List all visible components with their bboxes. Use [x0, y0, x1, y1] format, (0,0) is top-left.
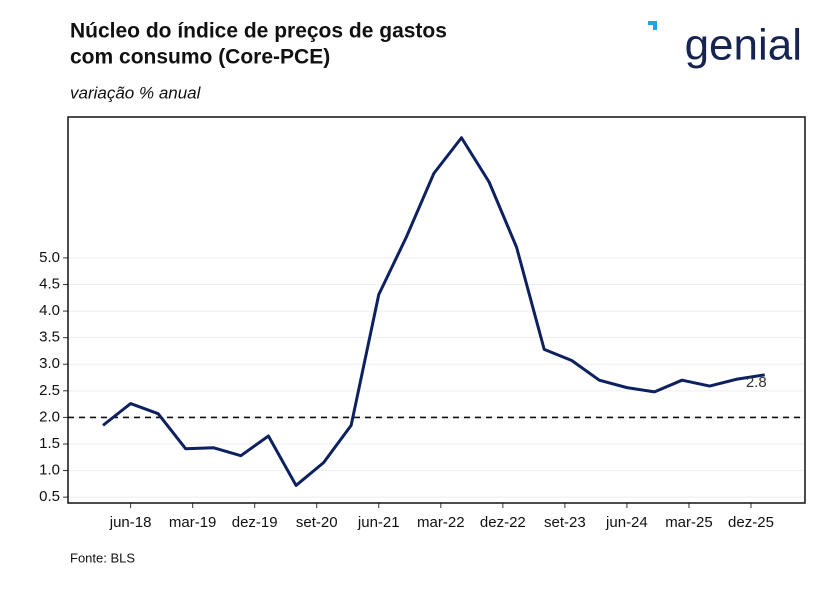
logo-accent	[648, 21, 657, 30]
chart-title: com consumo (Core-PCE)	[70, 46, 330, 69]
logo: genial	[685, 21, 802, 70]
y-tick-label: 3.0	[39, 355, 60, 372]
y-tick-label: 1.0	[39, 462, 60, 479]
y-tick-label: 4.5	[39, 275, 60, 292]
x-tick-label: mar-25	[665, 514, 713, 531]
x-tick-label: jun-18	[109, 514, 152, 531]
x-tick-label: set-23	[544, 514, 586, 531]
x-tick-label: dez-19	[232, 514, 278, 531]
x-tick-label: jun-24	[605, 514, 648, 531]
y-tick-label: 3.5	[39, 329, 60, 346]
x-tick-label: set-20	[296, 514, 338, 531]
y-tick-label: 2.0	[39, 408, 60, 425]
x-tick-label: dez-22	[480, 514, 526, 531]
source: Fonte: BLS	[70, 550, 135, 565]
y-tick-label: 4.0	[39, 302, 60, 319]
x-tick-label: mar-19	[169, 514, 217, 531]
chart-title: Núcleo do índice de preços de gastos	[70, 20, 447, 43]
chart-subtitle: variação % anual	[70, 83, 202, 102]
x-tick-label: dez-25	[728, 514, 774, 531]
x-tick-label: mar-22	[417, 514, 465, 531]
y-tick-label: 2.5	[39, 382, 60, 399]
plot-frame	[67, 116, 806, 504]
series-line	[102, 136, 765, 487]
value-label: 2.8	[746, 374, 767, 391]
x-tick-label: jun-21	[357, 514, 400, 531]
y-tick-label: 5.0	[39, 249, 60, 266]
y-tick-label: 1.5	[39, 435, 60, 452]
y-tick-label: 0.5	[39, 488, 60, 505]
